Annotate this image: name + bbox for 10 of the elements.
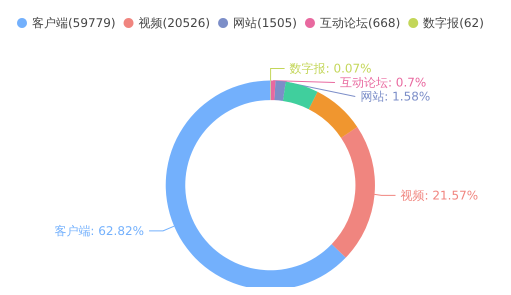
legend-label: 网站(1505) <box>233 16 297 30</box>
legend-label: 视频(20526) <box>138 16 210 30</box>
data-label: 客户端: 62.82% <box>54 224 144 238</box>
legend-label: 互动论坛(668) <box>320 16 400 30</box>
data-label: 数字报: 0.07% <box>290 62 372 76</box>
data-label: 视频: 21.57% <box>400 188 478 202</box>
data-label: 网站: 1.58% <box>360 90 430 104</box>
legend-label: 客户端(59779) <box>32 16 116 30</box>
legend-label: 数字报(62) <box>423 16 484 30</box>
data-label: 互动论坛: 0.7% <box>340 76 426 90</box>
